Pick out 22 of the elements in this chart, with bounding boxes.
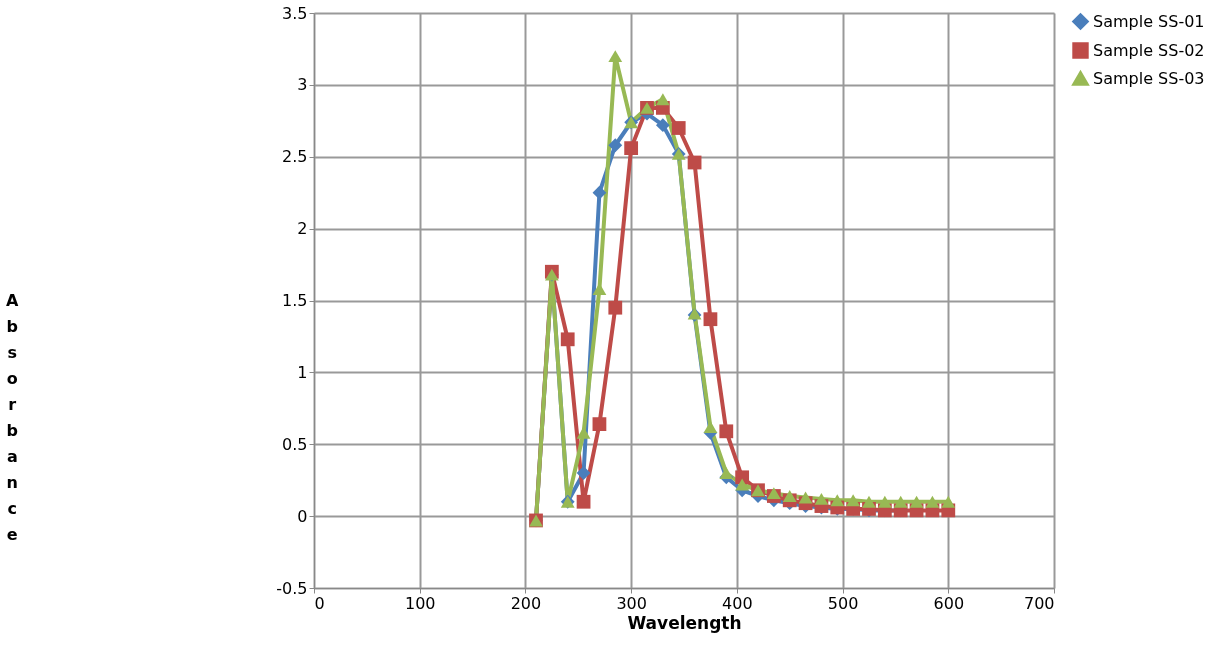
- x-tick-label: 600: [933, 593, 965, 613]
- y-tick-label: 1: [297, 362, 308, 382]
- y-tick-label: 3: [297, 75, 308, 95]
- x-tick-label: 400: [722, 593, 753, 613]
- x-tick-label: 300: [616, 593, 647, 613]
- y-tick-label: 0.5: [282, 434, 308, 454]
- x-tick-label: 700: [1023, 593, 1055, 613]
- y-tick-label: 2: [297, 219, 308, 239]
- y-tick-label: -0.5: [276, 578, 308, 598]
- y-tick-label: 1.5: [282, 291, 308, 310]
- legend-label: Sample SS-01: [1093, 11, 1205, 31]
- legend-label: Sample SS-02: [1093, 40, 1205, 60]
- y-tick-label: 0: [297, 506, 308, 526]
- text: Absorbance: [6, 291, 19, 544]
- x-tick-label: 0: [314, 593, 325, 613]
- x-tick-label: 100: [404, 593, 436, 613]
- x-tick-label: 200: [510, 593, 542, 613]
- y-tick-label: 3.5: [282, 3, 308, 23]
- legend-label: Sample SS-03: [1093, 68, 1205, 88]
- y-tick-label: 2.5: [282, 147, 308, 167]
- x-axis-title: Wavelength: [627, 612, 742, 633]
- x-tick-label: 500: [827, 593, 859, 613]
